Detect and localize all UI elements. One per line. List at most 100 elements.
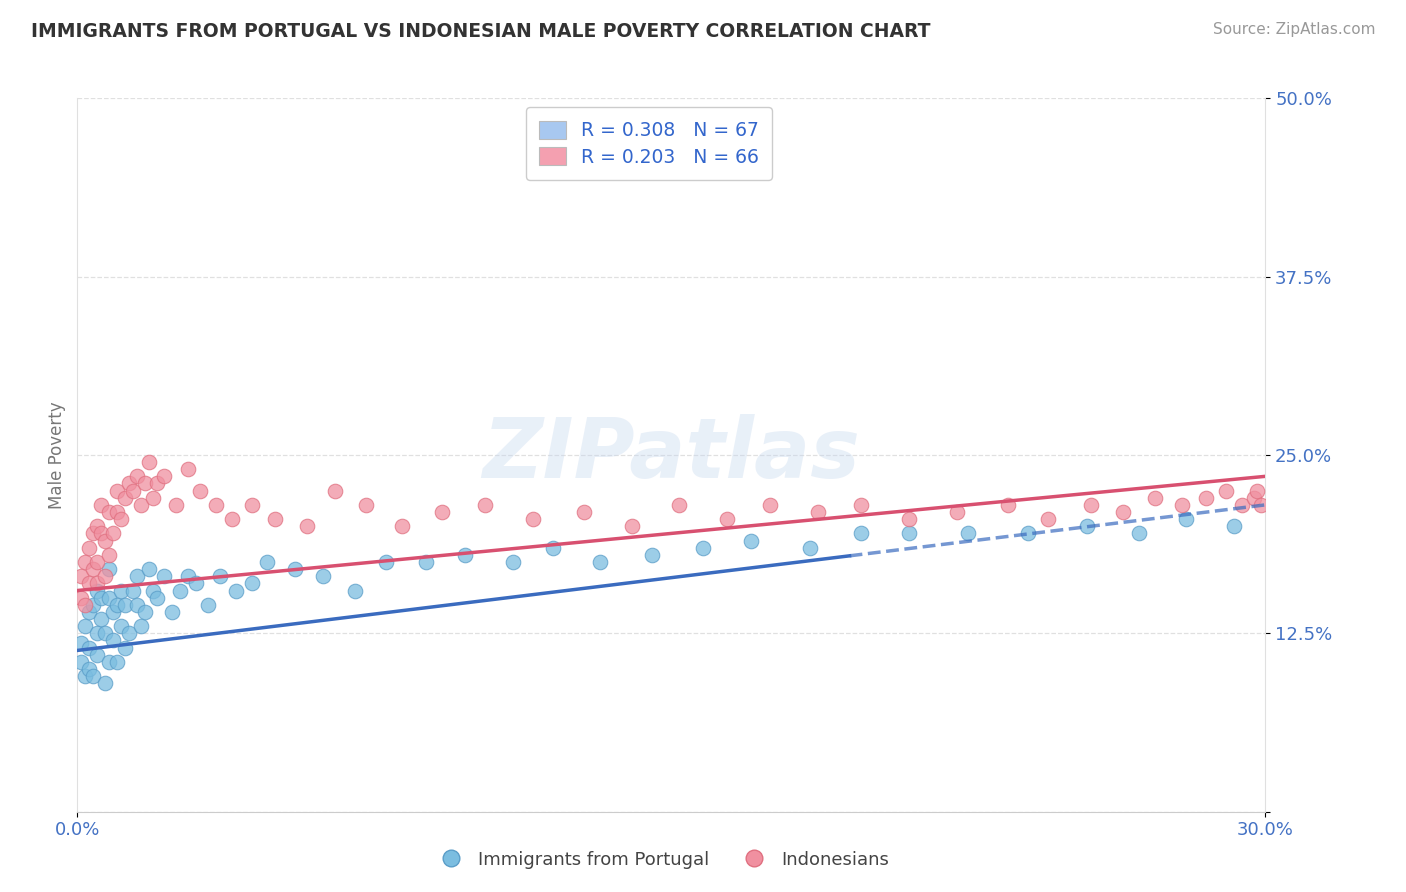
Point <box>1112 505 1135 519</box>
Point <box>186 576 208 591</box>
Point <box>75 669 97 683</box>
Point <box>110 512 132 526</box>
Point <box>142 491 165 505</box>
Point <box>454 548 477 562</box>
Point <box>142 583 165 598</box>
Text: IMMIGRANTS FROM PORTUGAL VS INDONESIAN MALE POVERTY CORRELATION CHART: IMMIGRANTS FROM PORTUGAL VS INDONESIAN M… <box>31 22 931 41</box>
Point <box>1036 512 1059 526</box>
Point <box>90 526 112 541</box>
Point <box>574 505 596 519</box>
Point <box>129 619 152 633</box>
Text: Source: ZipAtlas.com: Source: ZipAtlas.com <box>1212 22 1375 37</box>
Point <box>415 555 437 569</box>
Point <box>851 526 873 541</box>
Point <box>70 655 93 669</box>
Point <box>105 483 128 498</box>
Point <box>256 555 278 569</box>
Point <box>86 576 108 591</box>
Point <box>98 562 121 576</box>
Point <box>90 612 112 626</box>
Point <box>82 562 104 576</box>
Point <box>101 633 124 648</box>
Point <box>177 569 200 583</box>
Point <box>101 605 124 619</box>
Point <box>225 583 247 598</box>
Point <box>169 583 191 598</box>
Point <box>1250 498 1272 512</box>
Point <box>94 569 117 583</box>
Point <box>1222 519 1244 533</box>
Point <box>70 569 93 583</box>
Point <box>86 626 108 640</box>
Point <box>620 519 643 533</box>
Point <box>356 498 378 512</box>
Point <box>77 662 100 676</box>
Point <box>94 533 117 548</box>
Point <box>284 562 307 576</box>
Point <box>295 519 318 533</box>
Point <box>70 636 93 650</box>
Y-axis label: Male Poverty: Male Poverty <box>48 401 66 508</box>
Point <box>77 640 100 655</box>
Point <box>145 591 167 605</box>
Point <box>98 505 121 519</box>
Text: ZIPatlas: ZIPatlas <box>482 415 860 495</box>
Point <box>522 512 544 526</box>
Point <box>799 541 821 555</box>
Point <box>94 676 117 690</box>
Point <box>110 583 132 598</box>
Point <box>221 512 243 526</box>
Point <box>640 548 662 562</box>
Point <box>589 555 612 569</box>
Point <box>502 555 524 569</box>
Point <box>474 498 496 512</box>
Point <box>740 533 762 548</box>
Point <box>716 512 738 526</box>
Point <box>125 469 148 483</box>
Point <box>101 526 124 541</box>
Point <box>188 483 211 498</box>
Point <box>1076 519 1098 533</box>
Point <box>118 476 141 491</box>
Point <box>945 505 967 519</box>
Point <box>125 569 148 583</box>
Point <box>162 605 184 619</box>
Point <box>94 626 117 640</box>
Point <box>121 583 143 598</box>
Point <box>86 519 108 533</box>
Point <box>312 569 335 583</box>
Point <box>86 648 108 662</box>
Point <box>86 583 108 598</box>
Point <box>98 591 121 605</box>
Point <box>391 519 413 533</box>
Point <box>1143 491 1166 505</box>
Point <box>240 498 263 512</box>
Point <box>86 555 108 569</box>
Point <box>898 526 921 541</box>
Point <box>153 469 176 483</box>
Point <box>851 498 873 512</box>
Point <box>759 498 782 512</box>
Point <box>98 548 121 562</box>
Point <box>1243 491 1265 505</box>
Point <box>118 626 141 640</box>
Point <box>541 541 564 555</box>
Point <box>110 619 132 633</box>
Point <box>121 483 143 498</box>
Point <box>165 498 187 512</box>
Point <box>138 562 160 576</box>
Point <box>82 526 104 541</box>
Point <box>208 569 231 583</box>
Point <box>114 491 136 505</box>
Point <box>105 655 128 669</box>
Point <box>114 598 136 612</box>
Point <box>75 598 97 612</box>
Point <box>1246 483 1268 498</box>
Point <box>997 498 1019 512</box>
Point <box>77 605 100 619</box>
Point <box>1215 483 1237 498</box>
Point <box>430 505 453 519</box>
Point <box>134 605 156 619</box>
Point <box>153 569 176 583</box>
Point <box>77 576 100 591</box>
